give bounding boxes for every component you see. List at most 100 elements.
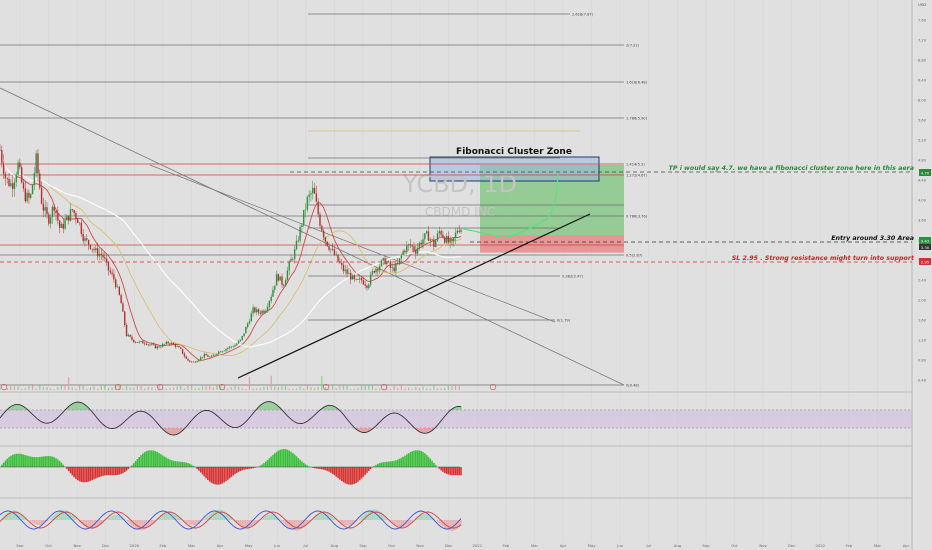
histogram-bar [342,467,345,483]
volume-bar [219,385,222,390]
histogram-bar [443,467,446,473]
histogram-bar [95,467,97,479]
volume-bar [241,388,243,390]
momentum-bar [255,520,258,523]
candle-body [48,214,50,224]
overbought-fill [11,405,14,410]
candle-body [400,255,403,259]
momentum-bar [55,513,57,520]
time-tick-label: May [245,543,254,548]
time-axis[interactable]: Sep Oct Nov Dec 2020 Feb Mar Apr May Jun Jul Aug Sep… [16,543,909,548]
momentum-bar [407,520,410,525]
histogram-bar [142,453,144,467]
momentum-bar [335,519,338,520]
histogram-bar [199,467,202,473]
candle-body [246,323,249,328]
candle-body [10,183,12,186]
event-marker[interactable] [0,383,8,391]
histogram-bar [416,450,419,467]
momentum-bar [228,515,231,520]
candle-body [245,327,247,334]
overbought-fill [266,401,269,410]
histogram-bar [105,467,108,476]
momentum-bar [328,513,330,520]
volume-bar [28,386,30,390]
volume-bar [393,385,395,390]
momentum-bar [38,520,41,525]
histogram-bar [405,454,408,467]
momentum-bar [286,520,289,527]
momentum-bar [4,514,7,520]
histogram-bar [259,465,262,467]
event-marker[interactable] [489,383,497,391]
oversold-fill [163,428,166,431]
histogram-bar [451,467,453,476]
candle-body [58,220,61,228]
momentum-bar [268,514,271,520]
descending-trendline-2[interactable] [149,164,556,323]
histogram-bar [326,467,329,471]
histogram-bar [275,451,278,467]
last-price-tag-text: 3.43 [921,239,930,244]
momentum-bar [95,520,97,528]
momentum-bar [293,520,296,531]
momentum-bar [301,520,303,529]
histogram-bar [454,467,457,476]
histogram-bar [10,455,12,467]
momentum-bar [172,512,175,520]
descending-trendline[interactable] [0,87,625,386]
momentum-bar [322,512,325,520]
candle-body [133,339,135,342]
candle-body [257,309,260,313]
histogram-bar [87,467,90,482]
volume-bar [360,385,363,390]
momentum-bar [384,515,386,520]
histogram-bar [313,467,316,469]
moving-average-fast [0,149,462,361]
ascending-trendline[interactable] [237,213,591,379]
momentum-bar [11,510,14,520]
price-tick-label: 6.00 [918,99,927,103]
histogram-bar [221,467,224,484]
momentum-bar [85,520,88,528]
histogram-bar [268,458,271,467]
histogram-bar [236,467,238,473]
oversold-fill [420,428,423,433]
histogram-bar [315,467,318,469]
candle-body [322,230,325,238]
overbought-fill [67,406,70,410]
candle-body [15,175,17,183]
momentum-bar [416,517,419,520]
event-marker[interactable] [114,383,122,391]
candle-body [351,275,354,280]
overbought-fill [331,405,334,410]
event-marker[interactable] [322,383,330,391]
histogram-bar [311,467,314,468]
histogram-bar [458,467,460,476]
candle-body [230,346,233,348]
volume-bar [266,386,269,390]
candle-body [382,258,384,261]
candle-body [209,356,211,358]
overbought-fill [322,407,325,410]
event-marker[interactable] [380,383,388,391]
tp-price-tag-text: 4.70 [921,171,930,176]
candle-body [183,353,186,357]
candle-body [359,278,361,280]
histogram-bar [429,458,432,467]
candle-body [49,217,52,224]
event-marker[interactable] [218,383,226,391]
volume-bar [17,386,19,390]
histogram-bar [181,461,184,467]
volume-bar [93,386,95,390]
candle-body [407,244,410,246]
event-marker[interactable] [156,383,164,391]
candle-body [116,286,119,288]
volume-bar [144,388,146,390]
candle-body [371,270,374,275]
histogram-bar [398,458,401,467]
momentum-bar [91,520,93,530]
fibonacci-cluster-box[interactable] [429,156,600,182]
candle-body [355,278,357,280]
